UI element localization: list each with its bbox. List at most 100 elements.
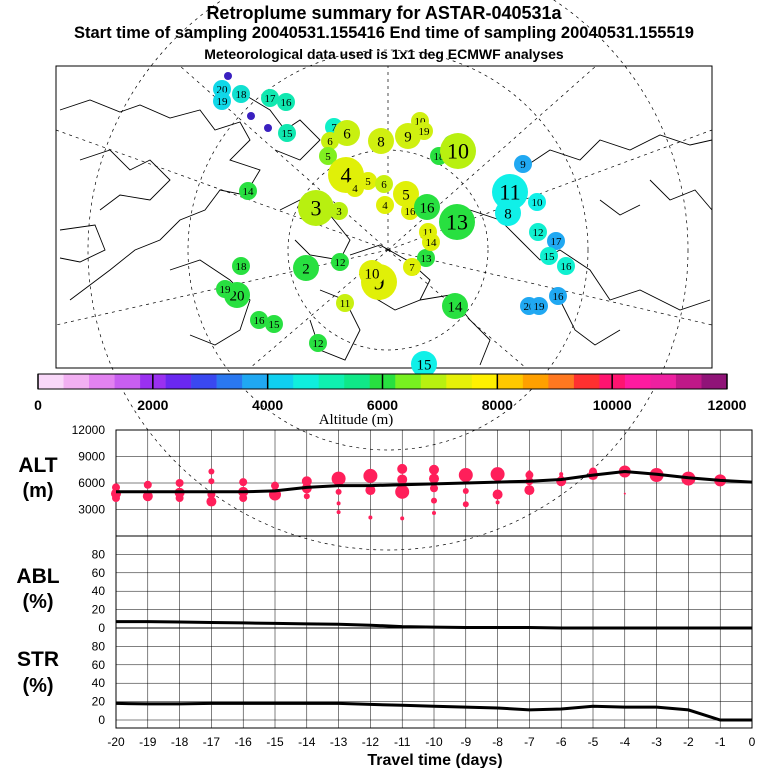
map-marker-dot xyxy=(492,174,528,210)
map-marker-label: 5 xyxy=(325,151,331,163)
map-marker-dot xyxy=(298,190,334,226)
map-marker-dot xyxy=(368,128,394,154)
y-tick-label: 20 xyxy=(92,603,106,617)
map-marker-dot xyxy=(422,233,440,251)
map-marker-label: 12 xyxy=(335,257,346,269)
map-marker-label: 11 xyxy=(499,180,520,205)
panel-label: ALT xyxy=(18,454,57,477)
altitude-point xyxy=(458,468,473,483)
panel-label: STR xyxy=(17,648,59,671)
map-marker-label: 20 xyxy=(217,84,229,96)
map-marker-dot xyxy=(415,122,433,140)
map-marker-dot xyxy=(414,194,440,220)
map-marker: 17 xyxy=(547,232,565,250)
map-marker-dot xyxy=(514,155,532,173)
map-marker-dot xyxy=(277,93,295,111)
map-marker: 16 xyxy=(277,93,295,111)
y-tick-label: 40 xyxy=(92,676,106,690)
altitude-point xyxy=(206,496,217,507)
colorbar-swatch xyxy=(293,374,320,389)
map-marker: 15 xyxy=(540,247,558,265)
colorbar-label: 12000 xyxy=(708,397,747,413)
colorbar-swatch xyxy=(624,374,651,389)
panel-label: (%) xyxy=(22,591,53,613)
altitude-point xyxy=(303,493,310,500)
panel-label: ABL xyxy=(16,565,59,588)
altitude-point xyxy=(336,501,341,506)
colorbar-swatch xyxy=(89,374,115,389)
altitude-point xyxy=(239,478,248,487)
map-marker-dot xyxy=(247,112,255,120)
map-marker-label: 4 xyxy=(382,200,388,212)
map-marker-dot xyxy=(216,280,234,298)
map-marker: 7 xyxy=(403,258,421,276)
map-marker-label: 18 xyxy=(434,151,446,163)
map-marker-label: 12 xyxy=(313,338,324,350)
altitude-point xyxy=(432,511,436,516)
map-marker-label: 10 xyxy=(365,266,380,282)
map-marker-label: 18 xyxy=(236,89,248,101)
map-marker-dot xyxy=(375,175,393,193)
map-marker-label: 6 xyxy=(381,179,387,191)
map-marker-label: 19 xyxy=(534,301,546,313)
map-marker: 8 xyxy=(368,128,394,154)
map-marker-dot xyxy=(336,294,354,312)
map-marker: 10 xyxy=(440,133,476,169)
y-tick-label: 40 xyxy=(92,584,106,598)
map-marker-dot xyxy=(540,247,558,265)
map-marker-label: 18 xyxy=(236,261,248,273)
altitude-point xyxy=(175,479,184,487)
map-marker-dot xyxy=(330,202,348,220)
colorbar-swatch xyxy=(675,374,702,389)
map-marker-label: 4 xyxy=(341,163,352,188)
map-marker-label: 16 xyxy=(254,315,266,327)
map-marker-dot xyxy=(224,72,232,80)
x-tick-label: -14 xyxy=(298,735,316,749)
altitude-point xyxy=(395,484,410,499)
x-tick-label: -7 xyxy=(524,735,535,749)
altitude-point xyxy=(429,473,439,484)
map-marker-dot xyxy=(411,351,437,377)
x-tick-label: -16 xyxy=(235,735,253,749)
map-marker-dot xyxy=(250,311,268,329)
map-marker: 16 xyxy=(414,194,440,220)
map-marker-label: 8 xyxy=(377,134,385,150)
map-marker: 13 xyxy=(439,204,475,240)
colorbar-swatch xyxy=(38,374,64,389)
map-marker-dot xyxy=(232,85,250,103)
panel-label: (m) xyxy=(22,480,53,502)
map-marker-dot xyxy=(232,257,250,275)
map-marker-label: 9 xyxy=(404,129,412,145)
map-marker-dot xyxy=(395,123,421,149)
map-marker-label: 13 xyxy=(421,253,433,265)
map-marker: 19 xyxy=(216,280,234,298)
map-marker-label: 9 xyxy=(520,159,526,171)
map-marker: 12 xyxy=(309,334,327,352)
colorbar-swatch xyxy=(420,374,447,389)
altitude-point xyxy=(430,484,438,493)
map-marker-label: 5 xyxy=(402,187,410,203)
map-marker: 15 xyxy=(278,124,296,142)
map-marker: 6 xyxy=(321,132,339,150)
map-marker-label: 16 xyxy=(281,97,293,109)
map-marker-dot xyxy=(239,182,257,200)
map-marker-label: 14 xyxy=(448,299,464,315)
map-marker: 4 xyxy=(376,196,394,214)
y-tick-label: 60 xyxy=(92,658,106,672)
map-marker-label: 8 xyxy=(504,206,512,222)
map-marker: 3 xyxy=(298,190,334,226)
map-marker-dot xyxy=(393,181,419,207)
map-marker: 5 xyxy=(319,147,337,165)
map-panel: 2019181716157665891019181510445143365416… xyxy=(55,0,713,551)
altitude-point xyxy=(368,515,373,520)
map-marker-dot xyxy=(213,92,231,110)
map-marker-label: 16 xyxy=(553,291,565,303)
x-tick-label: 0 xyxy=(749,735,756,749)
altitude-point xyxy=(239,494,248,503)
map-marker-label: 16 xyxy=(561,261,573,273)
map-marker-label: 3 xyxy=(311,196,322,221)
x-tick-label: -5 xyxy=(588,735,599,749)
colorbar-swatch xyxy=(446,374,473,389)
map-marker: 19 xyxy=(530,297,548,315)
map-marker: 10 xyxy=(528,193,546,211)
